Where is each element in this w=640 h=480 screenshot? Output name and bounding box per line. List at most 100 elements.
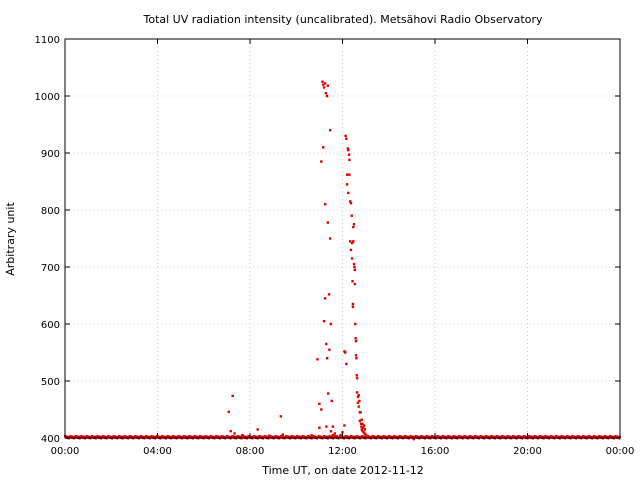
baseline-point xyxy=(289,437,292,440)
baseline-point xyxy=(397,437,399,440)
baseline-point xyxy=(166,434,169,437)
baseline-point xyxy=(381,436,384,439)
baseline-point xyxy=(197,437,200,440)
baseline-point xyxy=(299,437,302,440)
baseline-point xyxy=(265,435,268,438)
baseline-point xyxy=(209,434,212,437)
baseline-point xyxy=(401,435,404,438)
baseline-point xyxy=(153,435,156,438)
baseline-point xyxy=(263,434,266,437)
baseline-point xyxy=(177,434,180,437)
baseline-point xyxy=(181,437,184,440)
baseline-point xyxy=(112,434,115,437)
baseline-point xyxy=(322,436,325,439)
data-point xyxy=(331,425,335,428)
baseline-point xyxy=(493,435,496,438)
data-point xyxy=(318,426,321,429)
baseline-point xyxy=(417,435,420,438)
data-point xyxy=(357,405,360,408)
baseline-point xyxy=(602,436,605,439)
x-tick-label: 00:00 xyxy=(606,446,635,457)
data-point xyxy=(354,339,358,343)
baseline-point xyxy=(617,435,620,438)
baseline-point xyxy=(594,435,597,438)
baseline-point xyxy=(522,434,525,437)
baseline-point xyxy=(451,436,454,439)
data-point xyxy=(350,214,353,217)
baseline-point xyxy=(344,434,347,437)
baseline-point xyxy=(457,434,460,437)
baseline-point xyxy=(141,435,144,438)
baseline-point xyxy=(430,436,433,439)
baseline-point xyxy=(178,435,181,438)
baseline-point xyxy=(306,434,309,437)
baseline-point xyxy=(252,436,255,439)
data-point xyxy=(412,437,416,441)
baseline-point xyxy=(83,435,86,438)
baseline-point xyxy=(187,436,190,439)
baseline-point xyxy=(565,434,568,437)
baseline-point xyxy=(227,435,230,438)
baseline-point xyxy=(359,437,362,440)
baseline-point xyxy=(223,435,226,438)
baseline-point xyxy=(613,436,616,439)
data-point xyxy=(353,282,357,286)
baseline-point xyxy=(511,434,514,437)
baseline-point xyxy=(483,437,486,440)
data-point xyxy=(322,146,325,149)
data-point xyxy=(358,399,361,403)
y-tick-label: 1100 xyxy=(35,35,60,46)
baseline-point xyxy=(443,435,446,438)
data-point xyxy=(352,223,356,226)
baseline-point xyxy=(117,436,120,439)
baseline-point xyxy=(239,435,242,438)
baseline-point xyxy=(508,435,510,438)
baseline-point xyxy=(346,435,349,438)
baseline-point xyxy=(491,435,494,438)
baseline-point xyxy=(418,437,421,440)
baseline-point xyxy=(468,434,471,437)
baseline-point xyxy=(585,437,588,440)
baseline-point xyxy=(545,435,548,438)
baseline-point xyxy=(202,437,205,440)
baseline-point xyxy=(474,434,477,437)
baseline-point xyxy=(184,435,187,438)
baseline-point xyxy=(97,435,100,438)
x-tick-label: 12:00 xyxy=(328,446,357,457)
baseline-point xyxy=(423,437,426,440)
baseline-point xyxy=(79,436,82,439)
baseline-point xyxy=(225,436,228,439)
baseline-point xyxy=(243,435,246,438)
data-point xyxy=(349,200,352,203)
baseline-point xyxy=(148,435,151,438)
baseline-point xyxy=(487,435,490,438)
baseline-point xyxy=(467,437,470,440)
baseline-point xyxy=(462,436,465,439)
baseline-point xyxy=(224,437,227,440)
baseline-point xyxy=(211,435,214,438)
baseline-point xyxy=(540,435,543,438)
data-point xyxy=(350,257,354,260)
baseline-point xyxy=(588,435,591,438)
baseline-point xyxy=(520,435,523,438)
baseline-point xyxy=(162,435,165,438)
baseline-point xyxy=(531,437,534,440)
baseline-point xyxy=(472,437,475,440)
baseline-point xyxy=(583,435,586,438)
data-point xyxy=(352,240,355,243)
baseline-point xyxy=(391,437,394,440)
baseline-point xyxy=(428,435,431,438)
x-tick-label: 08:00 xyxy=(236,446,265,457)
baseline-point xyxy=(424,436,427,439)
baseline-point xyxy=(618,437,621,440)
baseline-point xyxy=(331,435,334,438)
baseline-point xyxy=(495,434,498,437)
baseline-point xyxy=(398,434,401,437)
baseline-point xyxy=(208,437,211,440)
baseline-point xyxy=(387,434,390,437)
baseline-point xyxy=(454,435,457,438)
baseline-point xyxy=(556,435,559,438)
baseline-point xyxy=(321,437,324,440)
baseline-point xyxy=(134,434,137,437)
baseline-point xyxy=(245,437,248,440)
